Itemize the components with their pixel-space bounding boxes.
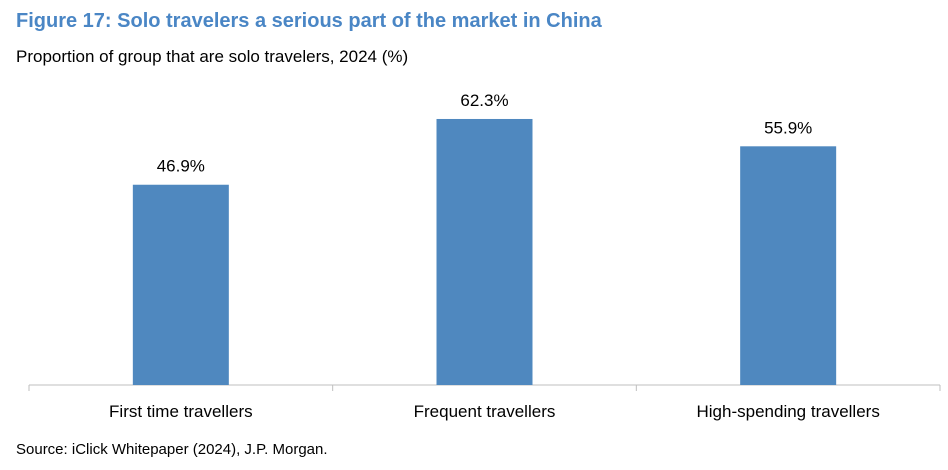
data-label-1: 46.9%	[157, 157, 205, 176]
bar-2	[436, 118, 533, 385]
data-label-2: 62.3%	[460, 91, 508, 110]
bar-3	[740, 146, 837, 385]
x-tick-label-1: First time travellers	[109, 402, 253, 421]
x-tick-label-3: High-spending travellers	[697, 402, 880, 421]
chart-subtitle: Proportion of group that are solo travel…	[16, 47, 409, 66]
data-label-3: 55.9%	[764, 118, 812, 137]
bar-1	[132, 184, 229, 385]
chart-title: Figure 17: Solo travelers a serious part…	[16, 10, 602, 32]
source-note: Source: iClick Whitepaper (2024), J.P. M…	[16, 441, 328, 458]
x-tick-label-2: Frequent travellers	[414, 402, 556, 421]
